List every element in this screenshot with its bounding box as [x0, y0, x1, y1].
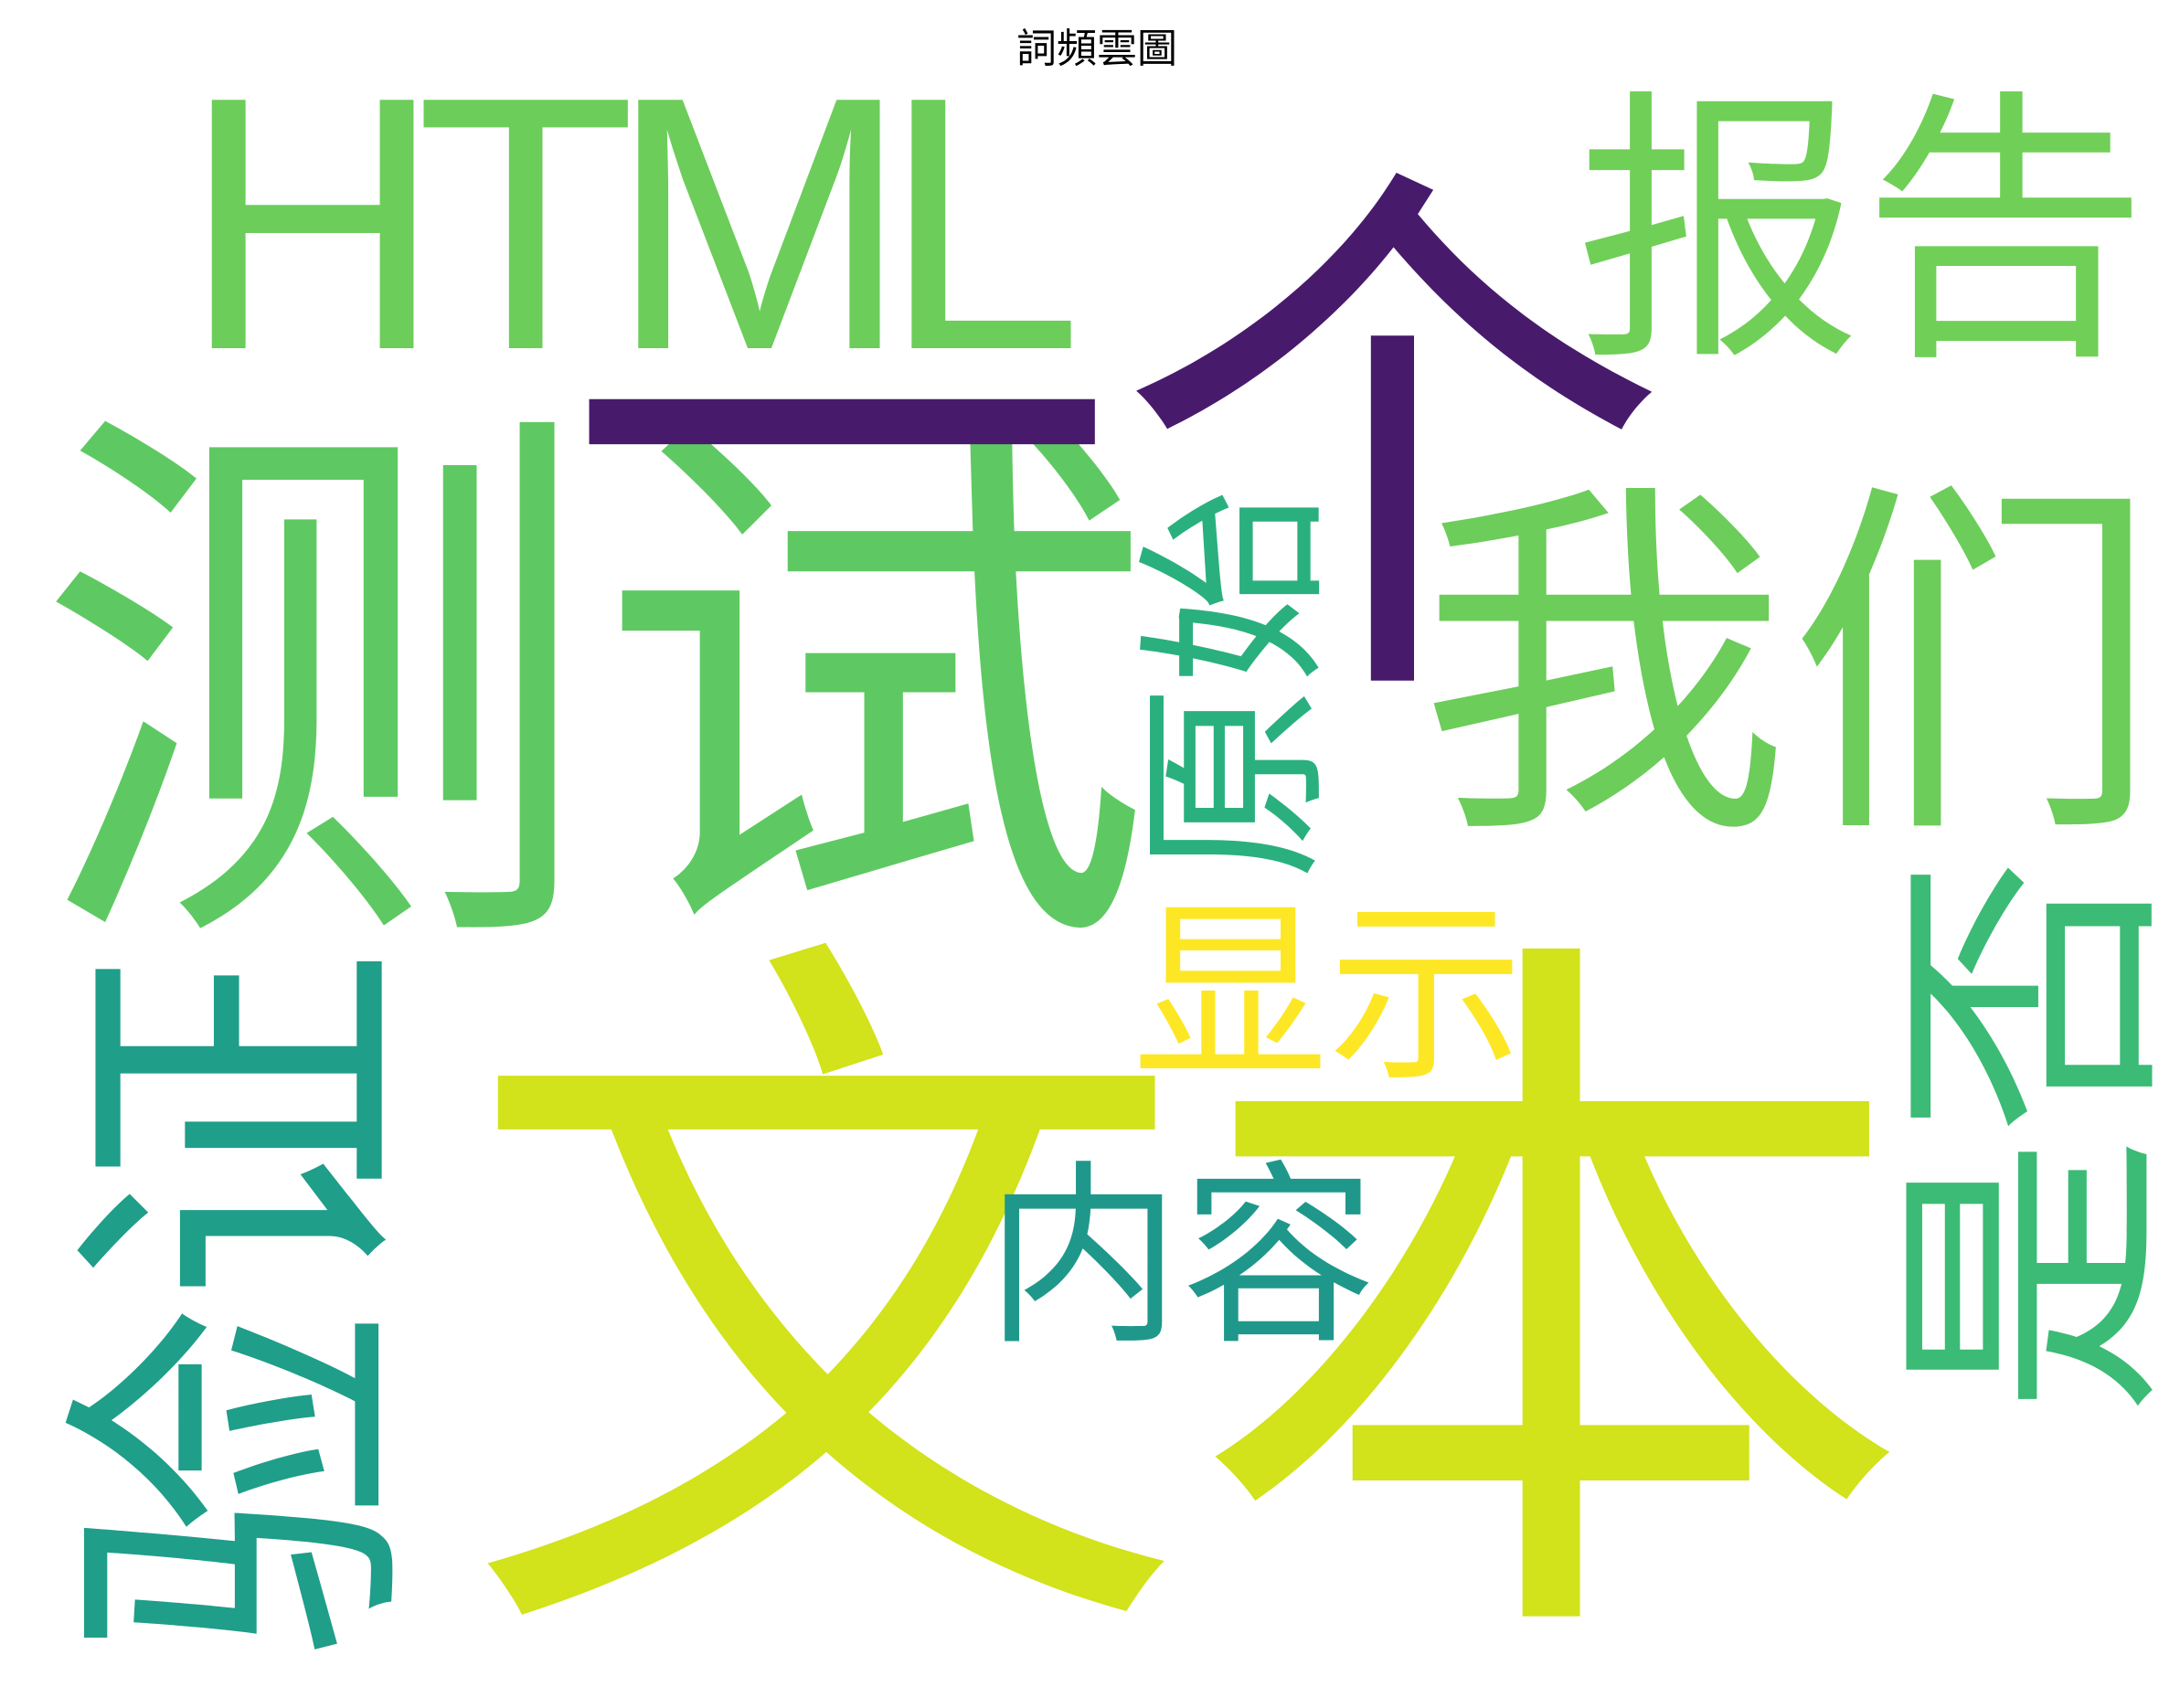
chart-title: 詞頻雲圖 — [1016, 26, 1177, 72]
word-original: 原始 — [1122, 489, 1350, 880]
word-content: 内容 — [985, 1144, 1377, 1372]
word-test: 测试 — [35, 366, 1154, 1017]
word-we: 我们 — [1419, 452, 2159, 884]
word-one: 一个 — [565, 125, 1669, 768]
word-whether: 是否 — [1871, 856, 2180, 1416]
word-text: 文本 — [462, 885, 1915, 1708]
word-html: HTML — [182, 21, 1082, 425]
word-display: 显示 — [1133, 881, 1524, 1109]
word-report: 报告 — [1576, 66, 2148, 399]
word-verify: 验证 — [37, 948, 452, 1660]
